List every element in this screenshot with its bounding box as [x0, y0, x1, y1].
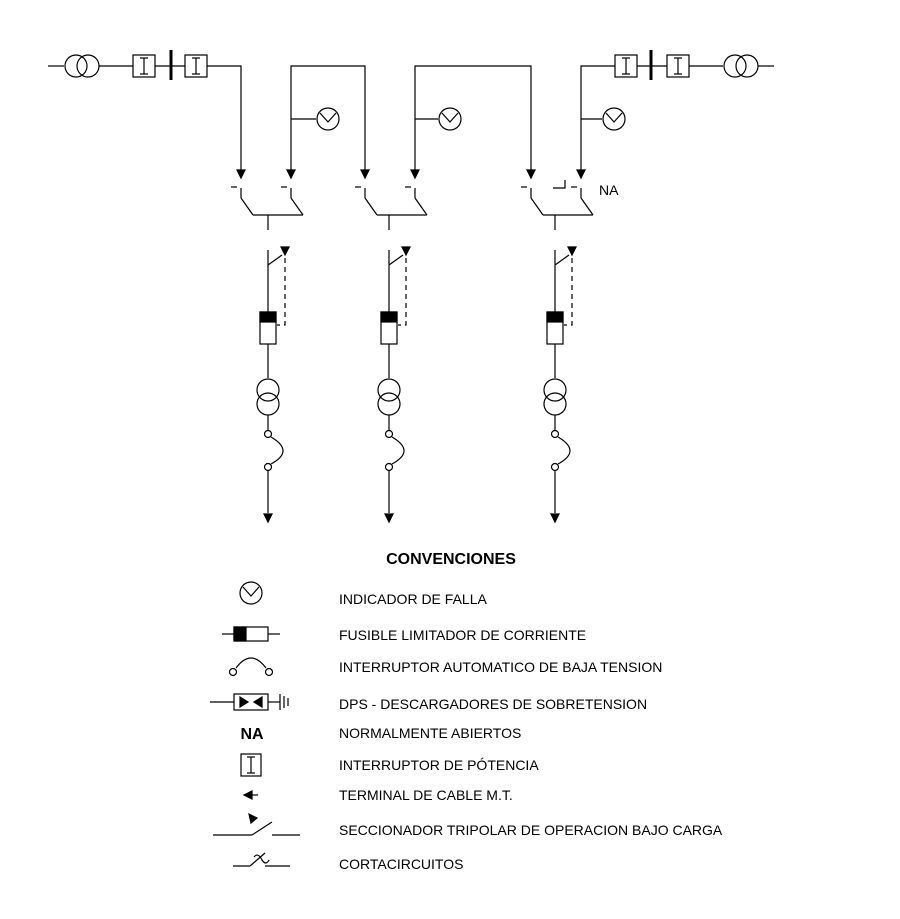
legend-fault-indicator-icon: [239, 581, 263, 605]
legend-fuse-icon: [222, 626, 280, 642]
left-power-breaker-1-icon: [132, 54, 156, 78]
transformer-3-icon: [543, 378, 567, 416]
transformer-2-icon: [377, 378, 401, 416]
legend-item-text: TERMINAL DE CABLE M.T.: [339, 787, 513, 803]
switchgear-cell-3: [521, 169, 594, 523]
legend-item-text: SECCIONADOR TRIPOLAR DE OPERACION BAJO C…: [339, 822, 723, 838]
fault-indicator-3-icon: [602, 107, 626, 131]
fuse-1-icon: [259, 311, 277, 345]
switchgear-cell-1: [231, 169, 304, 523]
legend-surge-arrester-icon: [210, 693, 289, 711]
legend-fuse-cutout-icon: [233, 852, 290, 867]
ring-link-1: [290, 65, 366, 170]
legend-title: CONVENCIONES: [386, 551, 516, 568]
na-marker-icon: [553, 180, 566, 189]
left-source-transformer-icon: [64, 54, 100, 78]
right-source-transformer-icon: [723, 54, 759, 78]
legend-lv-breaker-icon: [228, 657, 274, 677]
legend-cable-terminal-icon: [242, 790, 258, 800]
legend-load-break-switch-icon: [213, 812, 300, 836]
right-feeder-drop: [581, 107, 626, 131]
legend-item-text: INDICADOR DE FALLA: [339, 591, 487, 607]
fuse-3-icon: [546, 311, 564, 345]
fault-indicator-2-icon: [438, 107, 462, 131]
switchgear-cell-2: [355, 169, 428, 523]
fault-indicator-1-icon: [316, 107, 340, 131]
legend-item-text: CORTACIRCUITOS: [339, 856, 463, 872]
legend-list: INDICADOR DE FALLA FUSIBLE LIMITADOR DE …: [339, 591, 723, 872]
left-source: [48, 50, 242, 170]
legend-item-text: DPS - DESCARGADORES DE SOBRETENSION: [339, 696, 647, 712]
legend-item-text: FUSIBLE LIMITADOR DE CORRIENTE: [339, 627, 586, 643]
legend-item-text: INTERRUPTOR DE PÓTENCIA: [339, 757, 539, 773]
fuse-2-icon: [380, 311, 398, 345]
right-power-breaker-1-icon: [614, 54, 638, 78]
legend-item-text: INTERRUPTOR AUTOMATICO DE BAJA TENSION: [339, 659, 662, 675]
legend-na-symbol: NA: [240, 726, 264, 743]
na-label: NA: [599, 182, 619, 198]
right-source: [580, 50, 774, 170]
transformer-1-icon: [256, 378, 280, 416]
legend-power-breaker-icon: [240, 753, 262, 777]
right-power-breaker-2-icon: [666, 54, 690, 78]
ring-link-2: [414, 65, 532, 170]
left-power-breaker-2-icon: [184, 54, 208, 78]
legend-item-text: NORMALMENTE ABIERTOS: [339, 725, 521, 741]
